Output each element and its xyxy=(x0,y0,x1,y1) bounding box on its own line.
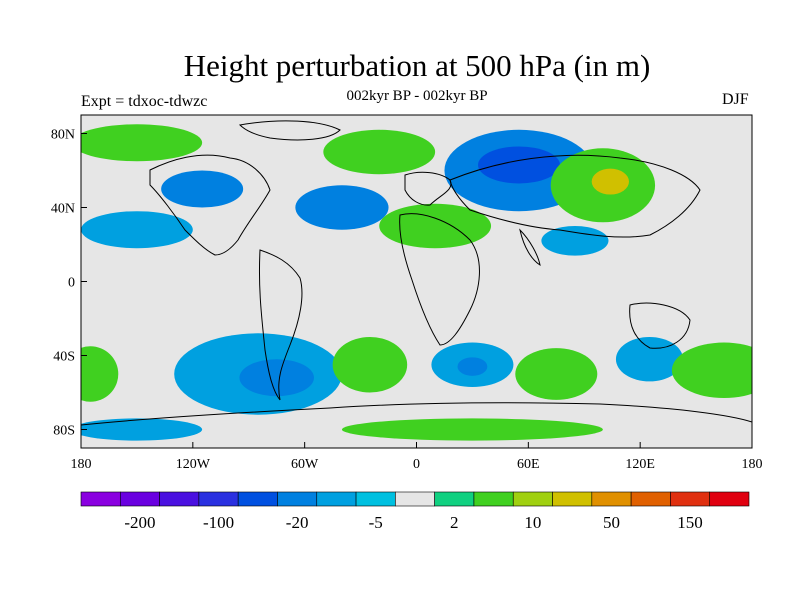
colorbar-swatch xyxy=(630,491,671,507)
lat-label: 40N xyxy=(51,202,75,217)
contour-north-pacific-low xyxy=(81,211,193,249)
colorbar-swatch xyxy=(552,491,593,507)
contour-arctic-high-west xyxy=(81,124,203,162)
colorbar-label: 150 xyxy=(677,513,703,532)
colorbar-swatch xyxy=(670,491,711,507)
contour-india-low xyxy=(541,226,609,256)
lon-label: 60E xyxy=(517,457,540,472)
contour-antarctic-low-west xyxy=(81,418,203,441)
coastlines xyxy=(81,120,752,426)
contour-antarctic-high xyxy=(341,418,603,441)
map-title: Height perturbation at 500 hPa (in m) xyxy=(183,48,651,83)
colorbar-swatch xyxy=(434,491,475,507)
season-label: DJF xyxy=(722,91,749,108)
lon-label: 180 xyxy=(71,457,92,472)
contour-south-pacific-low-core xyxy=(239,359,314,397)
contour-mediterranean-high xyxy=(379,203,492,249)
lon-label: 120E xyxy=(625,457,655,472)
colorbar-swatch xyxy=(159,491,200,507)
colorbar-swatch xyxy=(316,491,357,507)
contour-north-atlantic-low xyxy=(295,185,389,230)
colorbar-swatch xyxy=(709,491,750,507)
contour-australia-low xyxy=(615,337,684,382)
contour-indian-ocean-high xyxy=(515,348,598,400)
contour-north-america-low xyxy=(161,170,244,208)
lat-label: 40S xyxy=(53,350,75,365)
colorbar-label: -20 xyxy=(286,513,309,532)
colorbar-label: 2 xyxy=(450,513,459,532)
colorbar-label: 10 xyxy=(524,513,541,532)
longitude-ticks: 180 120W 60W 0 60E 120E 180 xyxy=(71,442,763,472)
contour-siberia-high-core xyxy=(591,168,629,195)
lon-label: 60W xyxy=(291,457,319,472)
experiment-label: Expt = tdxoc-tdwzc xyxy=(81,93,208,110)
contour-arctic-high-central xyxy=(323,129,436,175)
lat-label: 80S xyxy=(53,424,75,439)
lat-label: 0 xyxy=(68,276,75,291)
colorbar-swatch xyxy=(395,491,435,507)
contour-south-atlantic-high xyxy=(332,337,408,393)
colorbar-swatch xyxy=(473,491,514,507)
contour-south-indian-low-core xyxy=(457,357,488,376)
colorbar-label: -200 xyxy=(124,513,155,532)
colorbar-swatch xyxy=(591,491,632,507)
latitude-ticks: 80N 40N 0 40S 80S xyxy=(51,128,87,439)
colorbar-swatch xyxy=(119,491,160,507)
map-subtitle: 002kyr BP - 002kyr BP xyxy=(346,88,488,104)
colorbar-swatch xyxy=(237,491,278,507)
lon-label: 120W xyxy=(176,457,211,472)
colorbar-label: -100 xyxy=(203,513,234,532)
colorbar-swatch xyxy=(512,491,553,507)
colorbar-label: -5 xyxy=(369,513,383,532)
contour-dateline-south-high xyxy=(81,346,119,402)
contour-new-zealand-high xyxy=(671,342,752,399)
lon-label: 0 xyxy=(413,457,420,472)
colorbar-swatch xyxy=(198,491,239,507)
colorbar-swatch xyxy=(277,491,318,507)
colorbar-swatch xyxy=(355,491,396,507)
lat-label: 80N xyxy=(51,128,75,143)
contour-fills xyxy=(81,124,752,441)
colorbar-label: 50 xyxy=(603,513,620,532)
lon-label: 180 xyxy=(742,457,763,472)
contour-eurasia-low-core xyxy=(478,146,561,184)
colorbar-swatch xyxy=(80,491,121,507)
colorbar: -200 -100 -20 -5 2 10 50 150 xyxy=(80,491,750,532)
